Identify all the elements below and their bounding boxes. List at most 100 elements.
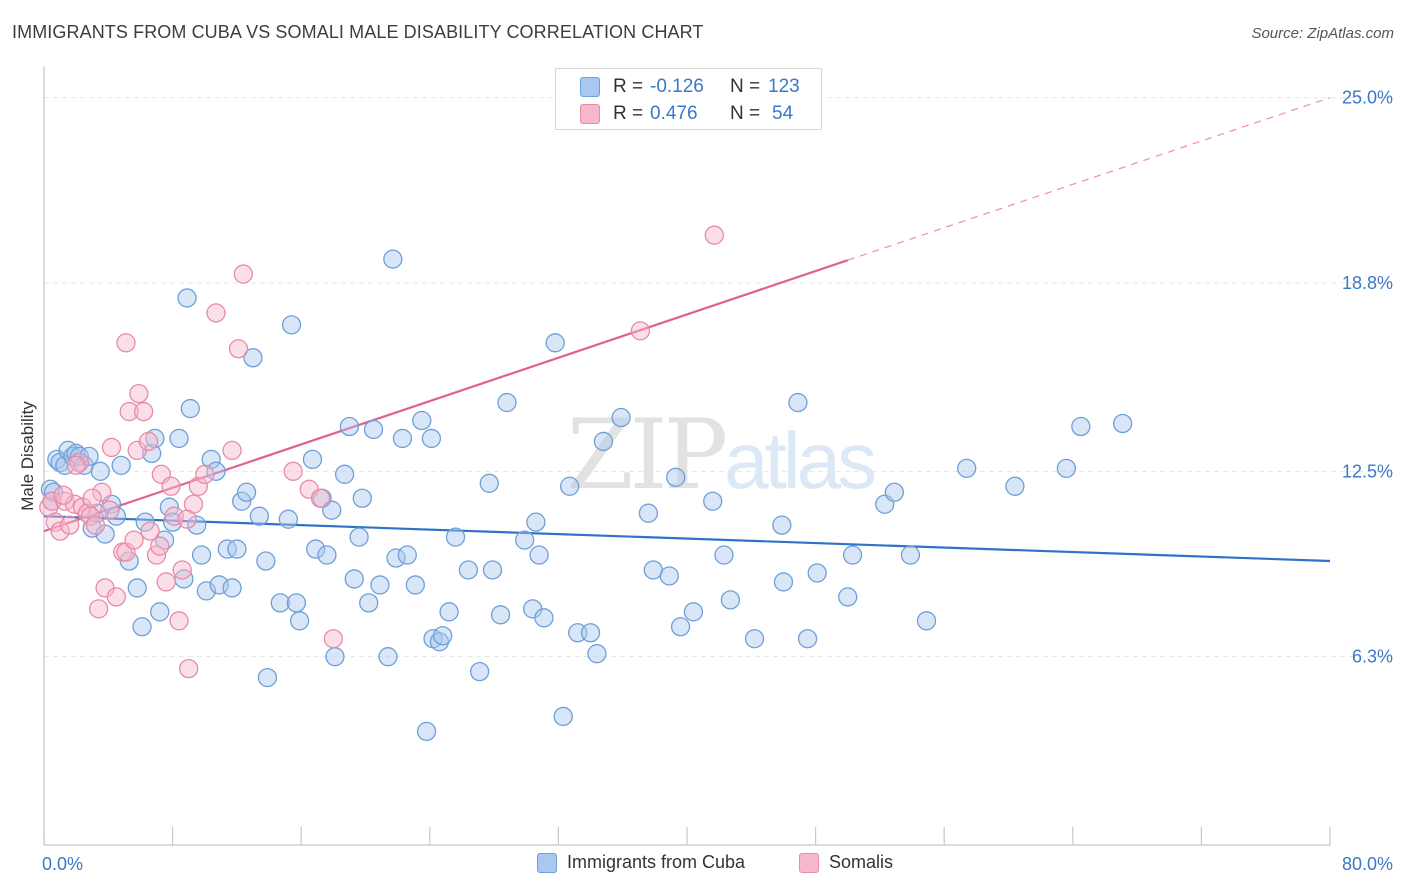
point-somali-35 (179, 658, 199, 679)
point-somali-42 (233, 264, 253, 284)
point-cuba-85 (490, 605, 511, 625)
point-cuba-100 (638, 503, 659, 523)
point-cuba-66 (370, 575, 390, 595)
somali-n-value: 54 (772, 103, 794, 124)
point-cuba-51 (286, 593, 307, 613)
x-tick-label-end: 80.0% (1342, 854, 1393, 874)
point-cuba-37 (206, 461, 226, 481)
point-cuba-93 (553, 706, 573, 727)
point-somali-3 (50, 521, 70, 541)
point-cuba-108 (720, 590, 741, 610)
x-tick-labels: 0.0% 80.0% (42, 854, 1393, 874)
point-somali-24 (129, 383, 149, 404)
point-cuba-41 (227, 539, 247, 559)
point-cuba-32 (180, 398, 200, 419)
point-cuba-87 (514, 530, 535, 550)
point-cuba-31 (177, 288, 197, 308)
point-cuba-75 (421, 428, 442, 449)
point-cuba-43 (236, 482, 257, 502)
somali-n-label: N = (730, 103, 761, 124)
point-somali-34 (172, 560, 192, 580)
point-somali-11 (85, 515, 106, 535)
point-cuba-77 (429, 632, 450, 652)
point-cuba-107 (714, 545, 734, 565)
point-cuba-96 (580, 623, 601, 643)
point-cuba-64 (359, 593, 379, 613)
point-cuba-57 (322, 500, 342, 520)
y-tick-label-2: 18.8% (1342, 273, 1393, 293)
point-cuba-18 (111, 455, 131, 476)
point-somali-37 (188, 476, 208, 496)
legend-label-cuba: Immigrants from Cuba (567, 852, 746, 872)
point-cuba-65 (363, 419, 384, 440)
y-tick-label-3: 25.0% (1342, 88, 1393, 108)
point-somali-53 (66, 455, 86, 476)
point-cuba-119 (900, 545, 921, 565)
point-somali-15 (100, 500, 120, 520)
point-cuba-68 (383, 249, 403, 269)
point-cuba-83 (479, 473, 499, 493)
point-cuba-22 (135, 512, 155, 532)
point-cuba-90 (529, 545, 549, 565)
point-somali-28 (150, 536, 170, 556)
point-cuba-48 (270, 593, 290, 613)
point-cuba-25 (150, 602, 170, 622)
cuba-swatch (580, 77, 600, 97)
point-cuba-125 (1112, 413, 1133, 434)
point-somali-31 (161, 476, 181, 496)
point-somali-50 (82, 488, 102, 508)
point-cuba-58 (325, 647, 345, 667)
point-cuba-52 (289, 611, 310, 631)
y-tick-label-1: 12.5% (1342, 461, 1393, 481)
trend-line-somali-extension (847, 97, 1331, 261)
point-cuba-110 (772, 515, 792, 535)
stats-row-somali: R = 0.476 N = 54 (556, 101, 821, 127)
point-somali-52 (177, 509, 197, 529)
point-somali-41 (228, 339, 249, 359)
point-cuba-98 (593, 431, 614, 452)
point-cuba-40 (222, 578, 242, 598)
point-cuba-99 (611, 407, 631, 428)
y-tick-label-0: 6.3% (1352, 647, 1393, 667)
point-cuba-111 (773, 572, 794, 592)
x-tick-label-start: 0.0% (42, 854, 83, 874)
point-cuba-94 (560, 476, 580, 496)
legend-item-cuba[interactable]: Immigrants from Cuba (537, 852, 745, 873)
point-somali-43 (283, 461, 303, 481)
point-cuba-47 (257, 667, 278, 688)
y-tick-labels: 6.3% 12.5% 18.8% 25.0% (1342, 88, 1393, 667)
legend-item-somali[interactable]: Somalis (799, 852, 893, 873)
grid-lines (44, 97, 1392, 658)
axes (43, 66, 1331, 846)
point-cuba-101 (643, 560, 663, 580)
point-cuba-102 (659, 566, 679, 586)
point-cuba-115 (838, 587, 858, 607)
point-somali-47 (630, 321, 651, 341)
cuba-n-label: N = (730, 76, 761, 97)
point-somali-25 (134, 401, 154, 422)
point-cuba-92 (545, 333, 565, 353)
cuba-n-value: 123 (768, 76, 800, 97)
point-cuba-105 (683, 602, 704, 622)
trend-line-cuba (43, 515, 1331, 563)
point-somali-39 (206, 303, 226, 323)
point-cuba-49 (278, 509, 298, 529)
point-cuba-80 (445, 527, 466, 547)
point-cuba-122 (1005, 476, 1025, 496)
point-somali-13 (92, 482, 112, 502)
point-cuba-123 (1056, 458, 1077, 478)
point-cuba-73 (412, 410, 432, 431)
point-somali-2 (45, 512, 65, 532)
point-cuba-46 (256, 551, 276, 571)
point-cuba-104 (670, 617, 691, 637)
point-cuba-82 (469, 661, 490, 682)
point-cuba-74 (416, 721, 437, 742)
point-cuba-116 (842, 545, 863, 565)
point-somali-5 (60, 515, 80, 535)
point-cuba-14 (90, 461, 110, 481)
point-cuba-53 (302, 449, 323, 470)
legend: Immigrants from Cuba Somalis (0, 852, 1406, 878)
cuba-r-label: R = (613, 76, 644, 97)
watermark: ZIPatlas (567, 399, 875, 511)
legend-label-somali: Somalis (829, 852, 894, 872)
